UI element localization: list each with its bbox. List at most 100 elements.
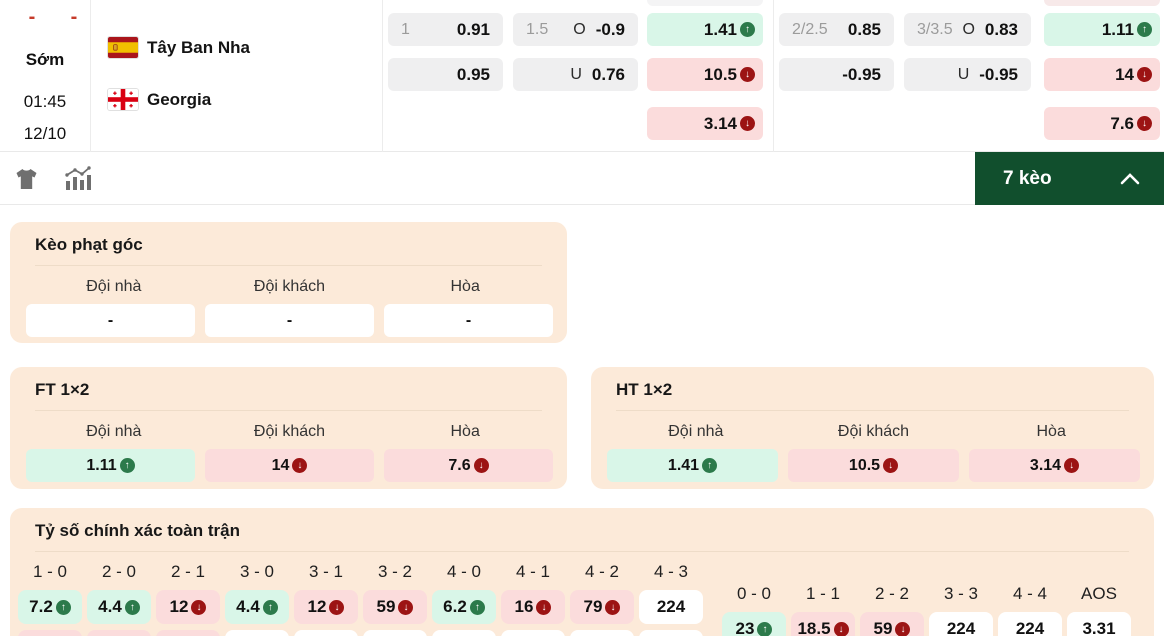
score-odds-cell[interactable] (87, 630, 151, 636)
score-odds-cell[interactable]: 4.4 (225, 590, 289, 624)
draw-header: Hòa (450, 278, 480, 295)
score-odds-cell[interactable] (18, 630, 82, 636)
ft-away-odds[interactable]: 14 (205, 449, 374, 482)
g1-1x2-home-odds[interactable]: 1.41 (647, 13, 763, 46)
correct-score-panel: Tỷ số chính xác toàn trận 1 - 0 7.2 2 - 0… (10, 508, 1154, 636)
trend-arrow-icon (702, 458, 718, 473)
odds-value: 10.5 (848, 456, 881, 474)
odds-value: 4.4 (236, 597, 260, 616)
score-odds-cell[interactable]: 12 (156, 590, 220, 624)
trend-arrow-icon (740, 22, 755, 37)
score-odds-cell[interactable]: 224 (639, 590, 703, 624)
odds-value: 3.14 (1029, 456, 1062, 474)
score-odds-cell[interactable]: 18.5 (791, 612, 855, 636)
score-odds-cell[interactable]: 7.2 (18, 590, 82, 624)
odds-value: 59 (873, 619, 893, 636)
score-label: 1 - 0 (32, 562, 68, 581)
corner-draw-odds[interactable]: - (384, 304, 553, 337)
trend-arrow-icon (1137, 116, 1152, 131)
panel-title: FT 1×2 (35, 380, 90, 399)
odds-value: 12 (307, 597, 327, 616)
g1-handicap-home-odds[interactable]: 1 0.91 (388, 13, 503, 46)
away-header: Đội khách (253, 278, 326, 295)
score-odds-cell[interactable] (501, 630, 565, 636)
g1-handicap-away-odds[interactable]: 0.95 (388, 58, 503, 91)
odds-value: 0.85 (847, 19, 881, 39)
g1-1x2-away-odds[interactable]: 10.5 (647, 58, 763, 91)
trend-arrow-icon (292, 458, 308, 473)
home-team: Tây Ban Nha (108, 37, 250, 58)
ht-home-odds[interactable]: 1.41 (607, 449, 778, 482)
score-odds-cell[interactable]: 12 (294, 590, 358, 624)
bar-chart-icon[interactable] (60, 152, 96, 205)
score-label: 0 - 0 (736, 584, 772, 603)
score-odds-cell[interactable] (294, 630, 358, 636)
score-odds-cell[interactable]: 6.2 (432, 590, 496, 624)
g2-1x2-home-odds[interactable]: 1.11 (1044, 13, 1160, 46)
ft-draw-odds[interactable]: 7.6 (384, 449, 553, 482)
g1-under-odds[interactable]: U 0.76 (513, 58, 638, 91)
trend-arrow-icon (757, 621, 773, 636)
odds-value: 3.31 (1082, 619, 1116, 636)
g2-1x2-draw-odds[interactable]: 7.6 (1044, 107, 1160, 140)
divider (35, 265, 542, 266)
corner-home-odds[interactable]: - (26, 304, 195, 337)
away-header: Đội khách (837, 423, 910, 440)
trend-arrow-icon (605, 599, 621, 615)
odds-value: - (107, 311, 114, 329)
ht-away-odds[interactable]: 10.5 (788, 449, 959, 482)
score-odds-cell[interactable]: 59 (860, 612, 924, 636)
g2-handicap-home-odds[interactable]: 2/2.5 0.85 (779, 13, 894, 46)
panel-title: Kèo phạt góc (35, 235, 143, 254)
match-row[interactable]: - - Sớm 01:45 12/10 Tây Ban Nha (0, 0, 1164, 152)
odds-value: 10.5 (703, 64, 737, 84)
odds-value: 0.95 (456, 64, 490, 84)
away-score-placeholder: - (70, 6, 78, 28)
g1-over-odds[interactable]: 1.5 O -0.9 (513, 13, 638, 46)
odds-value: 59 (376, 597, 396, 616)
match-time: 01:45 (23, 92, 67, 111)
g2-handicap-away-odds[interactable]: -0.95 (779, 58, 894, 91)
score-odds-cell[interactable] (639, 630, 703, 636)
home-team-name: Tây Ban Nha (147, 37, 250, 57)
odds-value: 79 (583, 597, 603, 616)
g2-1x2-away-odds[interactable]: 14 (1044, 58, 1160, 91)
score-odds-cell[interactable]: 224 (998, 612, 1062, 636)
ft-home-odds[interactable]: 1.11 (26, 449, 195, 482)
score-odds-cell[interactable]: 59 (363, 590, 427, 624)
odds-value: 224 (1015, 619, 1045, 636)
keo-count-button[interactable]: 7 kèo (975, 152, 1164, 205)
score-odds-cell[interactable]: 3.31 (1067, 612, 1131, 636)
g1-1x2-draw-odds[interactable]: 3.14 (647, 107, 763, 140)
odds-value: 0.91 (456, 19, 490, 39)
g2-over-odds[interactable]: 3/3.5 O 0.83 (904, 13, 1031, 46)
score-odds-cell[interactable] (432, 630, 496, 636)
corner-away-odds[interactable]: - (205, 304, 374, 337)
score-odds-cell[interactable] (363, 630, 427, 636)
jersey-icon[interactable] (10, 152, 42, 205)
trend-arrow-icon (398, 599, 414, 615)
g2-under-odds[interactable]: U -0.95 (904, 58, 1031, 91)
odds-value: 4.4 (98, 597, 122, 616)
odds-value: 224 (946, 619, 976, 636)
score-odds-cell[interactable] (225, 630, 289, 636)
score-odds-cell[interactable]: 23 (722, 612, 786, 636)
panel-title: Tỷ số chính xác toàn trận (35, 521, 240, 540)
ht-draw-odds[interactable]: 3.14 (969, 449, 1140, 482)
score-odds-cell[interactable]: 16 (501, 590, 565, 624)
odds-value: 0.76 (591, 64, 625, 84)
trend-arrow-icon (119, 458, 135, 473)
score-odds-cell[interactable] (570, 630, 634, 636)
score-odds-cell[interactable]: 4.4 (87, 590, 151, 624)
away-team-name: Georgia (147, 89, 212, 109)
divider (616, 410, 1129, 411)
odds-value: 7.6 (1110, 113, 1134, 133)
score-odds-cell[interactable]: 224 (929, 612, 993, 636)
away-header: Đội khách (253, 423, 326, 440)
odds-value: 0.83 (984, 19, 1018, 39)
score-odds-cell[interactable]: 79 (570, 590, 634, 624)
score-odds-cell[interactable] (156, 630, 220, 636)
score-label: 1 - 1 (805, 584, 841, 603)
home-header: Đội nhà (86, 278, 142, 295)
score-label: 4 - 4 (1012, 584, 1048, 603)
